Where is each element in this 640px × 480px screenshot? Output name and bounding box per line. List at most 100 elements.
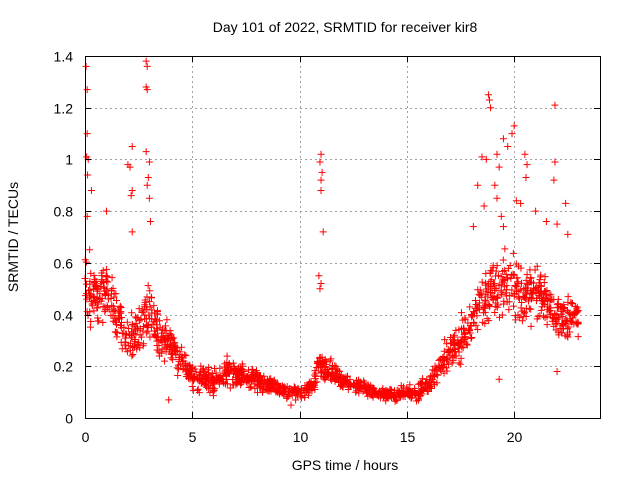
- data-point: [335, 379, 343, 387]
- data-point: [506, 291, 514, 299]
- data-point: [172, 351, 180, 359]
- data-point: [550, 295, 558, 303]
- data-point: [185, 369, 193, 377]
- data-point: [530, 285, 538, 293]
- data-point: [515, 295, 523, 303]
- data-point: [169, 356, 177, 364]
- data-point: [284, 391, 292, 399]
- data-point: [517, 286, 525, 294]
- data-point: [288, 391, 296, 399]
- data-point: [384, 392, 392, 400]
- data-point: [467, 334, 475, 342]
- data-point: [141, 298, 149, 306]
- data-point: [301, 393, 309, 401]
- data-point: [257, 372, 265, 380]
- data-point: [344, 386, 352, 394]
- data-point: [102, 207, 110, 215]
- x-tick-label: 20: [507, 429, 523, 445]
- data-point: [478, 153, 486, 161]
- data-point: [146, 333, 154, 341]
- data-point: [469, 308, 477, 316]
- data-point: [391, 397, 399, 405]
- data-point: [501, 245, 509, 253]
- data-point: [509, 249, 517, 257]
- data-point: [495, 375, 503, 383]
- data-point: [354, 382, 362, 390]
- data-point: [499, 135, 507, 143]
- data-point: [314, 360, 322, 368]
- data-point: [499, 223, 507, 231]
- data-point: [118, 329, 126, 337]
- data-point: [510, 122, 518, 130]
- data-point: [276, 383, 284, 391]
- data-point: [505, 306, 513, 314]
- data-point: [551, 158, 559, 166]
- data-point: [474, 181, 482, 189]
- data-point: [457, 309, 465, 317]
- data-point: [449, 338, 457, 346]
- data-point: [90, 278, 98, 286]
- data-point: [524, 280, 532, 288]
- data-point: [101, 308, 109, 316]
- data-point: [513, 274, 521, 282]
- data-point: [127, 339, 135, 347]
- y-tick-label: 0.4: [54, 308, 74, 324]
- data-point: [174, 372, 182, 380]
- data-point: [506, 261, 514, 269]
- data-point: [560, 304, 568, 312]
- data-point: [181, 351, 189, 359]
- data-point: [466, 303, 474, 311]
- data-point: [297, 392, 305, 400]
- data-point: [163, 316, 171, 324]
- data-point: [182, 352, 190, 360]
- data-point: [526, 294, 534, 302]
- data-point: [472, 321, 480, 329]
- data-point: [467, 322, 475, 330]
- data-point: [109, 312, 117, 320]
- data-point: [98, 277, 106, 285]
- data-point: [537, 273, 545, 281]
- x-tick-label: 10: [293, 429, 309, 445]
- data-point: [460, 325, 468, 333]
- data-point: [406, 381, 414, 389]
- data-point: [347, 380, 355, 388]
- data-point: [88, 302, 96, 310]
- data-point: [135, 317, 143, 325]
- data-point: [497, 286, 505, 294]
- data-point: [223, 369, 231, 377]
- data-point: [143, 86, 151, 94]
- data-point: [322, 358, 330, 366]
- data-point: [454, 344, 462, 352]
- data-point: [477, 289, 485, 297]
- data-point: [111, 318, 119, 326]
- data-point: [139, 327, 147, 335]
- data-point: [352, 388, 360, 396]
- data-point: [430, 372, 438, 380]
- data-point: [415, 380, 423, 388]
- data-point: [87, 269, 95, 277]
- data-point: [416, 388, 424, 396]
- data-point: [547, 311, 555, 319]
- data-point: [559, 313, 567, 321]
- data-point: [475, 306, 483, 314]
- data-point: [533, 283, 541, 291]
- data-point: [522, 304, 530, 312]
- data-point: [318, 369, 326, 377]
- data-point: [458, 343, 466, 351]
- data-point: [416, 389, 424, 397]
- data-point: [107, 294, 115, 302]
- y-tick-label: 0: [65, 411, 73, 427]
- data-point: [526, 266, 534, 274]
- data-point: [206, 382, 214, 390]
- data-point: [531, 284, 539, 292]
- data-point: [165, 335, 173, 343]
- data-point: [480, 202, 488, 210]
- data-point: [522, 313, 530, 321]
- data-point: [523, 271, 531, 279]
- data-point: [504, 264, 512, 272]
- data-point: [371, 390, 379, 398]
- data-point: [460, 336, 468, 344]
- data-point: [317, 176, 325, 184]
- data-point: [321, 363, 329, 371]
- data-point: [529, 290, 537, 298]
